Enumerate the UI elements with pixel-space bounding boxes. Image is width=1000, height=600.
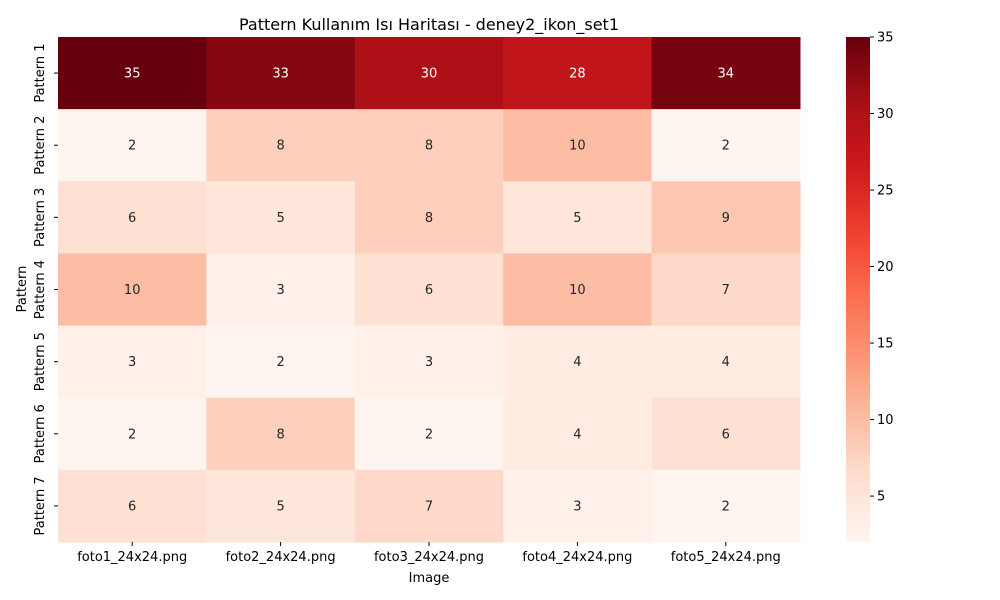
colorbar-tick-label: 25: [877, 184, 894, 199]
cell-value-label: 3: [276, 283, 284, 298]
cell-value-label: 3: [573, 499, 581, 514]
cell-value-label: 8: [276, 139, 284, 154]
cell-value-label: 6: [722, 427, 730, 442]
cell-value-label: 8: [425, 211, 433, 226]
heatmap-cell: [354, 181, 504, 254]
colorbar-tick-label: 30: [877, 107, 894, 122]
heatmap-cell: [206, 325, 356, 399]
heatmap-cell: [651, 325, 801, 399]
colorbar-tick-label: 35: [877, 31, 894, 46]
heatmap-cell: [503, 469, 653, 543]
y-axis-label: Pattern: [15, 266, 30, 313]
cell-value-label: 10: [124, 283, 141, 298]
heatmap-cell: [503, 109, 653, 182]
cell-value-label: 3: [425, 355, 433, 370]
cell-value-label: 2: [722, 139, 730, 154]
cell-value-label: 2: [128, 139, 136, 154]
colorbar-tick-label: 5: [877, 490, 885, 505]
y-tick-label: Pattern 1: [33, 43, 48, 102]
cell-value-label: 4: [722, 355, 730, 370]
cell-value-label: 10: [569, 139, 586, 154]
heatmap-cell: [206, 469, 356, 543]
heatmap-cell: [58, 181, 207, 254]
heatmap-cell: [503, 325, 653, 399]
colorbar-tick-label: 15: [877, 337, 894, 352]
cell-value-label: 4: [573, 355, 581, 370]
cell-value-label: 33: [272, 67, 289, 82]
x-tick-label: foto1_24x24.png: [77, 550, 187, 565]
y-tick-label: Pattern 6: [33, 404, 48, 463]
heatmap-cell: [354, 37, 504, 110]
heatmap-cell: [206, 397, 356, 471]
cell-value-label: 6: [425, 283, 433, 298]
cell-value-label: 8: [276, 427, 284, 442]
heatmap-cell: [354, 397, 504, 471]
heatmap-cell: [206, 109, 356, 182]
heatmap-cell: [354, 469, 504, 543]
heatmap-cell: [651, 397, 801, 471]
cell-value-label: 2: [425, 427, 433, 442]
cell-value-label: 35: [124, 67, 141, 82]
heatmap-cell: [58, 109, 207, 182]
cell-value-label: 5: [573, 211, 581, 226]
colorbar: 5 10 15 20 25 30 35: [846, 31, 894, 542]
cell-value-label: 7: [722, 283, 730, 298]
cell-value-label: 7: [425, 499, 433, 514]
y-tick-label: Pattern 2: [33, 116, 48, 175]
heatmap-cell: [651, 181, 801, 254]
heatmap-cell: [58, 253, 207, 327]
heatmap-cell: [354, 109, 504, 182]
cell-value-label: 2: [276, 355, 284, 370]
y-axis: Pattern 1 Pattern 2 Pattern 3 Pattern 4 Patt…: [33, 43, 58, 536]
cell-value-label: 2: [722, 499, 730, 514]
heatmap-cell: [651, 109, 801, 182]
chart-title: Pattern Kullanım Isı Haritası - deney2_i…: [239, 15, 619, 35]
heatmap-cell: [206, 181, 356, 254]
heatmap-cell: [58, 37, 207, 110]
colorbar-gradient: [846, 37, 870, 542]
y-tick-label: Pattern 5: [33, 332, 48, 391]
cell-value-label: 2: [128, 427, 136, 442]
x-axis-label: Image: [409, 571, 450, 586]
y-tick-label: Pattern 4: [33, 260, 48, 319]
cell-value-label: 6: [128, 499, 136, 514]
colorbar-tick-label: 20: [877, 260, 894, 275]
heatmap-cell: [206, 37, 356, 110]
cell-value-label: 5: [276, 211, 284, 226]
x-tick-label: foto4_24x24.png: [522, 550, 632, 565]
y-tick-label: Pattern 7: [33, 476, 48, 535]
cell-value-label: 28: [569, 67, 586, 82]
cell-value-label: 34: [718, 67, 735, 82]
cell-value-label: 10: [569, 283, 586, 298]
x-tick-label: foto2_24x24.png: [226, 550, 336, 565]
heatmap-cell: [58, 469, 207, 543]
cell-value-label: 30: [421, 67, 438, 82]
x-tick-label: foto3_24x24.png: [374, 550, 484, 565]
heatmap-cell: [651, 253, 801, 327]
heatmap-cell: [206, 253, 356, 327]
x-axis: foto1_24x24.png foto2_24x24.png foto3_24x2…: [77, 542, 781, 565]
heatmap-cell: [651, 37, 801, 110]
y-tick-label: Pattern 3: [33, 188, 48, 247]
heatmap-cell: [503, 253, 653, 327]
cell-value-label: 6: [128, 211, 136, 226]
heatmap-cell: [651, 469, 801, 543]
cell-value-label: 8: [425, 139, 433, 154]
heatmap-cell: [503, 181, 653, 254]
heatmap-cell: [58, 397, 207, 471]
x-tick-label: foto5_24x24.png: [671, 550, 781, 565]
heatmap-cell: [354, 325, 504, 399]
heatmap-cell: [354, 253, 504, 327]
heatmap-cell: [58, 325, 207, 399]
heatmap-cell: [503, 397, 653, 471]
cell-value-label: 5: [276, 499, 284, 514]
colorbar-tick-label: 10: [877, 413, 894, 428]
heatmap-cells: 35 33 30 28 342 8 8 10 26 5 8 5 910 3 6 10 73 2 3 4 42 8 2 4 66 5…: [58, 37, 801, 543]
cell-value-label: 4: [573, 427, 581, 442]
heatmap-cell: [503, 37, 653, 110]
cell-value-label: 3: [128, 355, 136, 370]
cell-value-label: 9: [722, 211, 730, 226]
